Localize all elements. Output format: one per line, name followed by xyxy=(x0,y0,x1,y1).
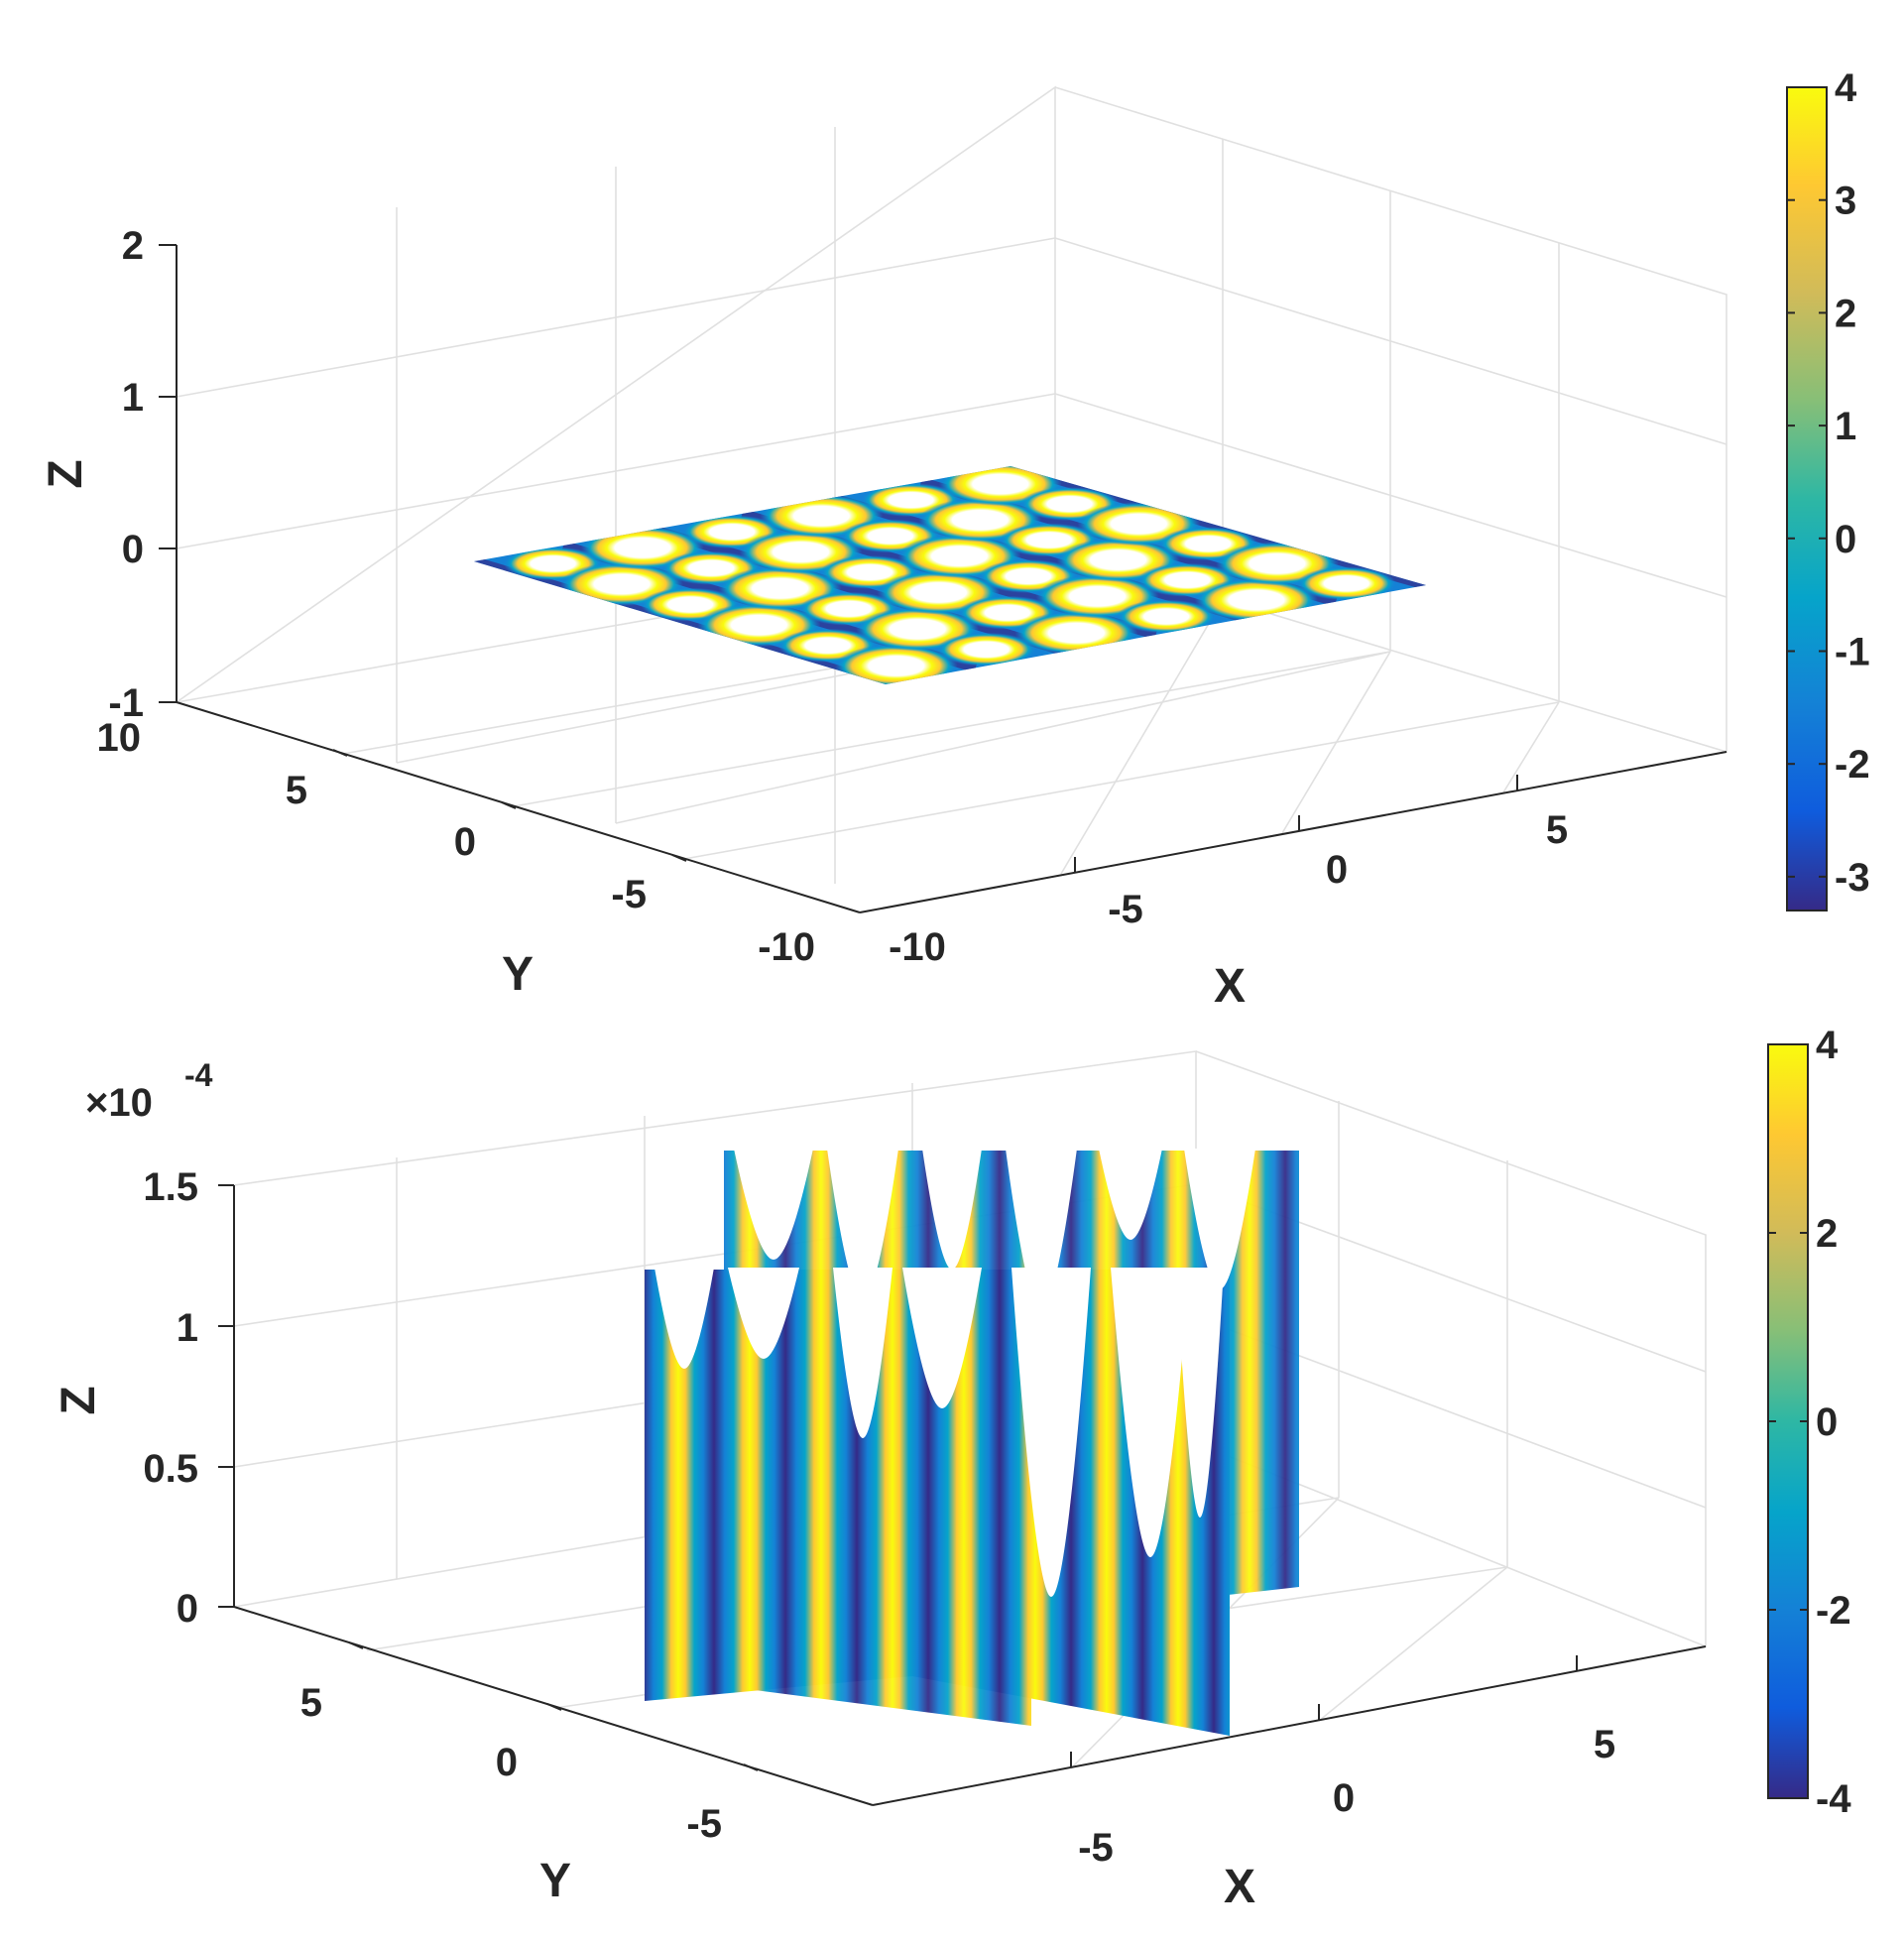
plot-2-x-axis xyxy=(872,1645,1707,1806)
plot-1-zlabel: Z xyxy=(40,459,92,488)
plot-2-y-tick: 5 xyxy=(300,1681,322,1725)
plot-2-sheet-notch xyxy=(902,1268,982,1408)
plot-2-sheet-notch xyxy=(1111,1268,1190,1557)
plot-1-y-tick: 10 xyxy=(97,716,142,760)
plot-2-xlabel: X xyxy=(1224,1861,1255,1913)
plot-2-z-tick: 1 xyxy=(177,1306,198,1350)
plot-1-z-tick: 0 xyxy=(122,528,144,571)
plot-1-surface-cell xyxy=(936,632,1036,667)
colorbar-tick-label: 3 xyxy=(1835,180,1856,223)
colorbar-tick-label: -2 xyxy=(1835,743,1870,787)
colorbar-tick-label: 0 xyxy=(1816,1400,1838,1444)
plot-1-x-tick: 5 xyxy=(1546,808,1568,852)
plot-1-y-tick: 0 xyxy=(454,820,476,864)
plot-1-x-tick: 0 xyxy=(1326,848,1348,892)
plot-1-z-ticks: 2 1 0 -1 xyxy=(108,224,177,725)
plot-2-sheet-notch xyxy=(728,1268,799,1359)
plot-2-zlabel: Z xyxy=(53,1386,105,1414)
plot-2-sheet-notch xyxy=(1176,1268,1224,1518)
plot-2-x-tick: 5 xyxy=(1594,1723,1615,1766)
plot-2-sheet-notch xyxy=(734,1149,813,1260)
plot-1-z-tick: 2 xyxy=(122,224,144,268)
plot-2-sheet-notch xyxy=(833,1268,892,1438)
plot-1-surface-cell xyxy=(1117,599,1217,634)
plot-1-x-tick: -5 xyxy=(1108,888,1143,931)
plot-2-y-ticks: 5 0 -5 xyxy=(300,1641,759,1846)
plot-1-y-axis xyxy=(176,701,861,913)
plot-1-trough-line xyxy=(830,493,1248,624)
plot-2-x-tick: 0 xyxy=(1333,1776,1355,1820)
plot-1-z-tick: 1 xyxy=(122,376,144,420)
plot-2-z-tick: 1.5 xyxy=(143,1165,198,1209)
plot-2-x-ticks: -5 0 5 xyxy=(1070,1655,1615,1870)
plot-1-ylabel: Y xyxy=(502,948,534,1001)
plot-1-surface xyxy=(474,466,1426,684)
colorbar-tick-label: 4 xyxy=(1835,66,1857,110)
colorbar-tick-label: 4 xyxy=(1816,1024,1839,1067)
plot-1-trough-line xyxy=(651,525,1068,657)
colorbar-tick-label: 2 xyxy=(1816,1212,1838,1256)
colorbar-tick-label: -1 xyxy=(1835,630,1870,673)
plot-2-z-tick: 0.5 xyxy=(143,1447,198,1491)
plot-2-ylabel: Y xyxy=(539,1855,571,1907)
plot-1-y-tick: 5 xyxy=(286,769,307,812)
plot-2-colorbar: 4 2 0 -2 -4 xyxy=(1767,1024,1851,1821)
plot-2-sheet-notch xyxy=(1099,1149,1162,1240)
plot-2-sheet-notch xyxy=(827,1149,898,1299)
plot-2-front-sheet xyxy=(645,1270,1230,1736)
plot-1-xlabel: X xyxy=(1214,960,1246,1013)
plot-1-surface-cell xyxy=(1296,566,1396,601)
plot-2-z-ticks: 1.5 1 0.5 0 ×10 -4 xyxy=(85,1057,234,1631)
colorbar-tick-label: 0 xyxy=(1835,518,1856,561)
plot-2: 1.5 1 0.5 0 ×10 -4 5 0 -5 -5 0 5 Z Y X xyxy=(53,1024,1851,1913)
plot-1-colorbar-gradient xyxy=(1787,87,1827,911)
plot-2-y-tick: 0 xyxy=(496,1741,518,1784)
plot-1: 2 1 0 -1 10 5 0 -5 -10 -10 -5 0 5 Z Y xyxy=(40,66,1870,1013)
plot-1-y-ticks: 10 5 0 -5 -10 xyxy=(97,716,816,969)
plot-1-z-tick: -1 xyxy=(108,681,144,725)
plot-2-sheet-notch xyxy=(922,1149,982,1270)
plot-2-surface xyxy=(645,1149,1299,1736)
colorbar-tick-label: -2 xyxy=(1816,1589,1851,1633)
plot-1-colorbar: 4 3 2 1 0 -1 -2 -3 xyxy=(1786,66,1870,911)
plot-1-x-axis xyxy=(859,751,1727,913)
colorbar-tick-label: 1 xyxy=(1835,405,1856,448)
plot-2-y-tick: -5 xyxy=(686,1802,722,1846)
plot-1-x-tick: -10 xyxy=(889,925,946,969)
plot-1-y-tick: -10 xyxy=(758,925,815,969)
plot-2-sheet-notch xyxy=(1006,1149,1077,1309)
plot-2-sheet-notch xyxy=(1184,1149,1255,1289)
colorbar-tick-label: -4 xyxy=(1816,1777,1851,1821)
plot-1-y-tick: -5 xyxy=(611,873,647,916)
plot-1-x-ticks: -10 -5 0 5 xyxy=(889,775,1568,969)
plot-2-z-tick: 0 xyxy=(177,1587,198,1631)
colorbar-tick-label: 2 xyxy=(1835,292,1856,335)
plot-2-z-exponent: -4 xyxy=(184,1057,213,1093)
colorbar-tick-label: -3 xyxy=(1835,856,1870,900)
plot-2-sheet-notch xyxy=(1012,1268,1091,1597)
plot-2-sheet-notch xyxy=(654,1268,714,1369)
plot-2-z-exponent-base: ×10 xyxy=(85,1081,153,1125)
plot-2-x-tick: -5 xyxy=(1078,1826,1114,1870)
